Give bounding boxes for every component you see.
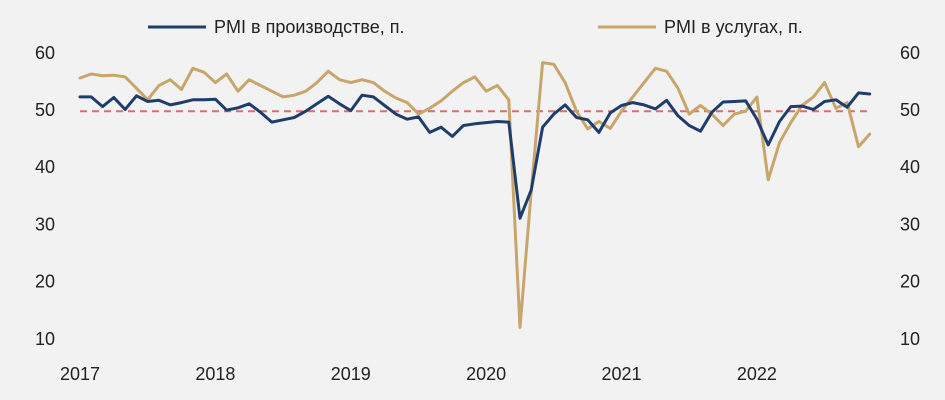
x-tick-label: 2022 [737, 364, 777, 384]
legend-label: PMI в производстве, п. [214, 17, 405, 37]
legend-label: PMI в услугах, п. [664, 17, 803, 37]
y2-tick-label: 30 [900, 214, 920, 234]
y-tick-label: 40 [35, 157, 55, 177]
series-line [78, 91, 872, 220]
y-tick-label: 30 [35, 214, 55, 234]
y2-tick-label: 50 [900, 100, 920, 120]
x-tick-label: 2018 [195, 364, 235, 384]
y2-tick-label: 40 [900, 157, 920, 177]
x-tick-label: 2017 [60, 364, 100, 384]
y-tick-label: 20 [35, 272, 55, 292]
y2-tick-label: 60 [900, 43, 920, 63]
x-tick-label: 2021 [602, 364, 642, 384]
y-tick-label: 50 [35, 100, 55, 120]
y2-tick-label: 10 [900, 329, 920, 349]
y-tick-label: 60 [35, 43, 55, 63]
x-tick-label: 2020 [466, 364, 506, 384]
series-line [78, 61, 872, 329]
y-tick-label: 10 [35, 329, 55, 349]
x-tick-label: 2019 [331, 364, 371, 384]
y2-tick-label: 20 [900, 272, 920, 292]
